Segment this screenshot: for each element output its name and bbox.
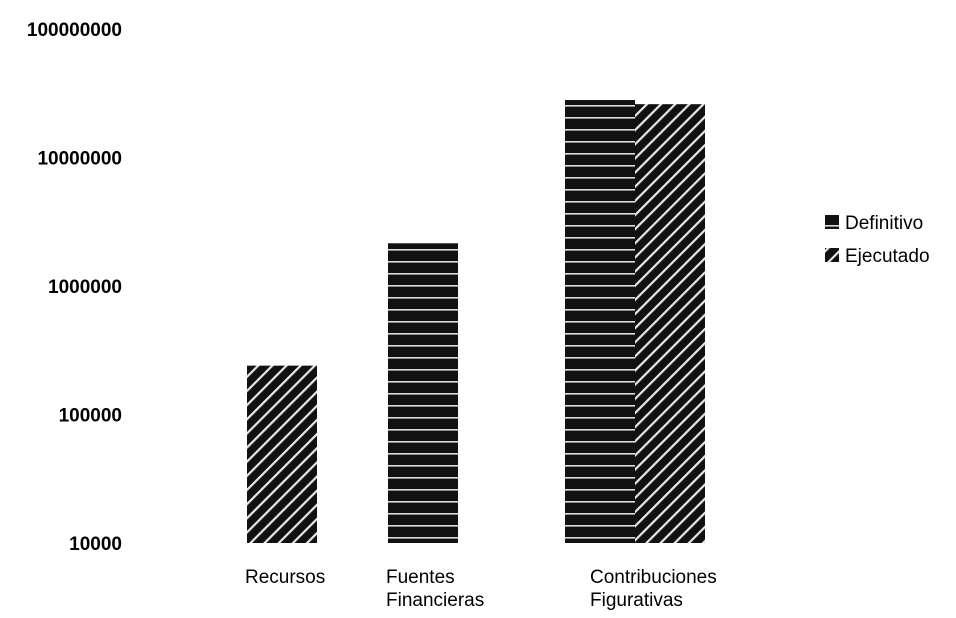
bar-ejecutado xyxy=(635,104,705,543)
y-tick-label: 100000000 xyxy=(27,20,122,41)
bar-definitivo xyxy=(565,100,635,543)
x-category-label: Recursos xyxy=(245,567,325,588)
y-tick-label: 100000 xyxy=(59,406,122,427)
legend-label-ejecutado: Ejecutado xyxy=(845,246,930,267)
bar-definitivo xyxy=(388,243,458,543)
legend-swatch-definitivo xyxy=(825,215,839,229)
x-category-label: Contribuciones Figurativas xyxy=(590,567,717,611)
y-tick-label: 1000000 xyxy=(48,277,122,298)
y-tick-label: 10000000 xyxy=(37,149,122,170)
legend-swatch-ejecutado xyxy=(825,248,839,262)
y-tick-label: 10000 xyxy=(69,534,122,555)
bar-ejecutado xyxy=(247,365,317,543)
x-category-label: Fuentes Financieras xyxy=(386,567,484,611)
legend-label-definitivo: Definitivo xyxy=(845,213,923,234)
